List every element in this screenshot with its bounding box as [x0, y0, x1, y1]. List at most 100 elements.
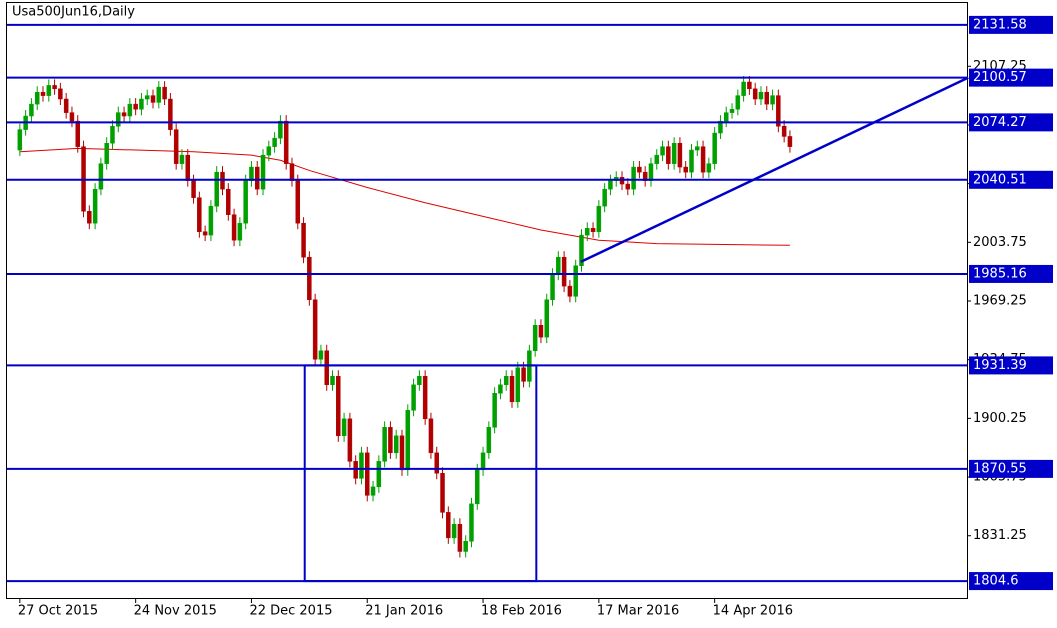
candle-body	[168, 98, 173, 130]
candle-body	[729, 108, 735, 113]
level-label-box	[969, 170, 1053, 189]
candle-body	[283, 120, 289, 164]
candle-body	[144, 95, 150, 100]
candle-body	[289, 163, 295, 181]
candle-body	[764, 91, 770, 105]
candle-body	[347, 418, 353, 462]
candle-body	[399, 435, 405, 471]
candle-body	[133, 103, 138, 110]
x-tick-label: 14 Apr 2016	[713, 604, 793, 619]
level-label-box	[969, 264, 1053, 283]
candle-body	[370, 486, 376, 496]
candle-body	[625, 183, 631, 190]
candle-body	[40, 91, 46, 96]
candle-body	[179, 154, 185, 164]
candle-body	[666, 146, 671, 164]
candle-body	[92, 188, 98, 224]
candle-body	[382, 427, 387, 462]
candle-body	[156, 86, 162, 103]
candle-body	[538, 324, 544, 338]
candle-body	[752, 88, 758, 100]
candle-body	[98, 163, 104, 190]
candle-body	[660, 146, 665, 156]
candle-body	[46, 85, 52, 96]
candle-body	[677, 142, 683, 168]
candle-body	[787, 136, 793, 147]
candle-body	[608, 180, 613, 190]
candle-body	[58, 88, 63, 100]
candle-body	[556, 256, 561, 275]
candle-body	[492, 393, 497, 428]
candle-body	[776, 95, 781, 127]
candle-body	[451, 524, 457, 539]
x-tick-label: 22 Dec 2015	[249, 604, 332, 619]
candle-body	[364, 452, 370, 496]
candle-body	[295, 180, 301, 224]
candle-body	[747, 81, 752, 90]
candle-body	[388, 427, 393, 454]
candle-body	[712, 132, 717, 164]
candle-body	[208, 205, 214, 236]
level-label-box	[969, 459, 1053, 478]
candle-body	[150, 95, 156, 103]
candle-body	[596, 205, 602, 232]
candle-body	[544, 299, 549, 338]
candle-body	[550, 273, 555, 300]
candle-body	[301, 222, 306, 258]
level-label: 1870.55	[973, 461, 1027, 476]
candle-body	[585, 228, 590, 236]
candle-body	[359, 452, 364, 479]
candle-body	[631, 166, 636, 190]
chart-title: Usa500Jun16,Daily	[12, 5, 135, 20]
candle-body	[185, 154, 191, 181]
candle-body	[341, 418, 347, 437]
candle-body	[243, 180, 248, 224]
candle-body	[376, 461, 382, 488]
candle-body	[735, 95, 741, 110]
level-label: 1985.16	[973, 266, 1027, 281]
candle-body	[695, 146, 700, 151]
candle-body	[463, 541, 468, 552]
candle-body	[29, 103, 34, 117]
level-label-box	[969, 356, 1053, 375]
candle-body	[503, 376, 509, 386]
level-label-box	[969, 113, 1053, 132]
candle-body	[515, 367, 521, 403]
candle-body	[469, 503, 474, 542]
candle-body	[561, 256, 567, 287]
candle-body	[260, 154, 266, 190]
candle-body	[579, 234, 584, 266]
candle-body	[116, 112, 121, 127]
candle-body	[69, 112, 75, 122]
candle-body	[475, 469, 480, 505]
candle-body	[405, 410, 411, 471]
candle-body	[422, 376, 428, 420]
x-tick-label: 21 Jan 2016	[365, 604, 443, 619]
candle-body	[411, 384, 416, 411]
candle-body	[654, 154, 660, 164]
candle-body	[573, 265, 578, 297]
candle-body	[330, 376, 335, 386]
candle-body	[75, 120, 80, 147]
candle-body	[521, 367, 526, 382]
level-label-box	[969, 572, 1053, 591]
y-tick-label: 1900.25	[973, 411, 1027, 426]
candle-body	[486, 427, 492, 454]
y-tick-label: 1831.25	[973, 528, 1027, 543]
candle-body	[683, 166, 688, 173]
candle-body	[191, 180, 196, 198]
level-label: 2074.27	[973, 115, 1027, 130]
candle-body	[637, 166, 642, 173]
candle-body	[758, 91, 764, 100]
candle-body	[498, 384, 503, 394]
level-label: 1931.39	[973, 358, 1027, 373]
candle-body	[706, 163, 712, 173]
candle-body	[393, 435, 399, 454]
candle-body	[718, 120, 723, 134]
candle-body	[480, 452, 486, 471]
candle-body	[272, 137, 277, 147]
candle-body	[162, 86, 167, 100]
candle-body	[278, 120, 283, 139]
candle-body	[648, 163, 654, 181]
